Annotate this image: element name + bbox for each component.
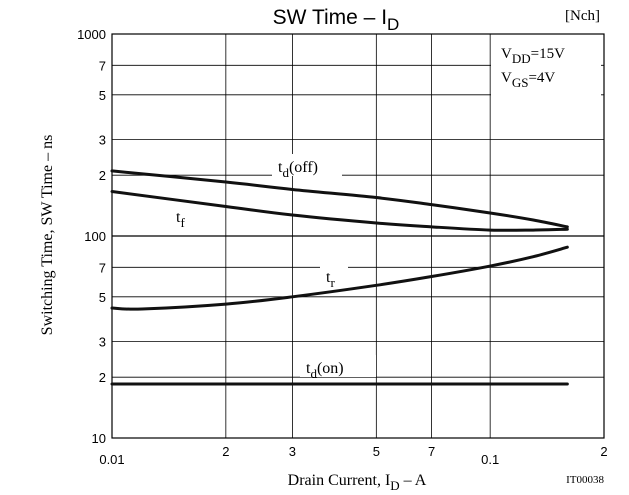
chart-title: SW Time – ID (273, 6, 400, 34)
series-line-tf (110, 190, 569, 232)
series-line-tdoff (110, 169, 569, 229)
series-label-tdon: td(on) (306, 360, 344, 381)
series-lines (110, 169, 569, 386)
y-tick-label-4: 7 (99, 260, 106, 275)
series-label-bg-tr (320, 264, 348, 286)
figure-code: IT00038 (566, 474, 604, 486)
x-tick-label-5: 0.1 (481, 452, 499, 467)
conditions-box-bg (491, 36, 601, 98)
y-tick-label-9: 7 (99, 58, 106, 73)
series-label-tdoff: td(off) (278, 159, 318, 180)
series-label-tf: tf (176, 209, 185, 230)
x-tick-label-6: 2 (600, 444, 607, 459)
y-tick-label-2: 3 (99, 335, 106, 350)
x-tick-label-0: 0.01 (99, 452, 124, 467)
series-line-tr (110, 245, 569, 311)
plot-frame (111, 33, 605, 439)
y-tick-label-10: 1000 (77, 27, 106, 42)
x-tick-labels: 0.01 2 3 5 7 0.1 2 (99, 444, 607, 467)
channel-tag: [Nch] (565, 8, 600, 24)
series-label-tr: tr (326, 269, 335, 290)
y-tick-label-1: 2 (99, 370, 106, 385)
condition-line-1: VGS=4V (501, 70, 555, 90)
y-tick-label-3: 5 (99, 290, 106, 305)
test-conditions-box: VDD=15V VGS=4V (491, 36, 601, 98)
y-tick-labels: 10 2 3 5 7 100 2 3 5 7 1000 (77, 27, 106, 446)
x-axis-label: Drain Current, ID – A (288, 472, 427, 493)
x-tick-label-4: 7 (428, 444, 435, 459)
y-tick-label-7: 3 (99, 133, 106, 148)
y-tick-label-6: 2 (99, 168, 106, 183)
condition-line-0: VDD=15V (501, 46, 565, 66)
series-labels: td(off) tf tr td(on) (176, 154, 376, 381)
x-tick-label-1: 2 (222, 444, 229, 459)
x-tick-label-2: 3 (289, 444, 296, 459)
series-label-bg-tdon (300, 355, 376, 377)
y-axis-label: Switching Time, SW Time – ns (39, 135, 56, 336)
y-tick-label-5: 100 (84, 229, 106, 244)
x-tick-label-3: 5 (373, 444, 380, 459)
y-tick-label-0: 10 (92, 431, 106, 446)
y-tick-label-8: 5 (99, 88, 106, 103)
series-label-bg-tdoff (272, 154, 342, 176)
